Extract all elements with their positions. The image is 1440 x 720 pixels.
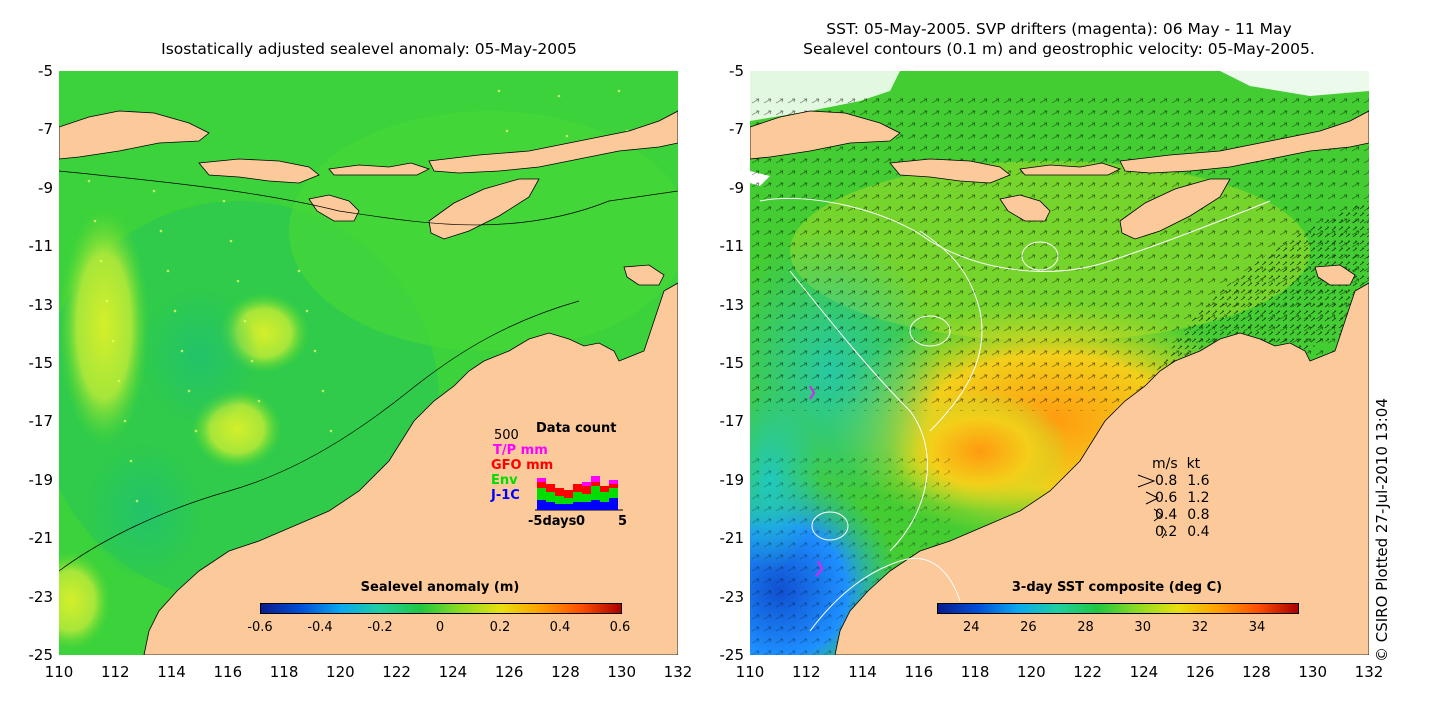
right-colorbar-tick: 24 — [963, 620, 980, 635]
right-lon-label: 112 — [791, 663, 821, 681]
left-lat-label: -21 — [28, 529, 54, 548]
right-colorbar — [937, 603, 1299, 614]
legend-gfo: GFO mm — [491, 458, 554, 473]
right-lon-label: 120 — [1017, 663, 1046, 681]
left-map-title: Isostatically adjusted sealevel anomaly:… — [161, 40, 577, 58]
right-lon-label: 114 — [848, 663, 877, 681]
left-lat-label: -19 — [28, 470, 54, 489]
left-lat-label: -11 — [28, 237, 54, 256]
data-count-x-start: -5days — [528, 514, 577, 529]
velocity-unit-ms: m/s — [1152, 456, 1178, 472]
left-lon-label: 112 — [100, 663, 130, 681]
data-count-histogram — [535, 470, 623, 512]
velocity-ms-value: 0.8 — [1155, 473, 1178, 489]
right-lat-label: -7 — [729, 120, 744, 139]
left-lon-label: 126 — [494, 663, 524, 681]
legend-env: Env — [491, 473, 518, 488]
left-lon-label: 116 — [213, 663, 243, 681]
left-lon-label: 128 — [551, 663, 580, 681]
legend-tp: T/P mm — [493, 443, 548, 458]
right-lat-label: -5 — [729, 62, 744, 80]
velocity-scale-arrow — [1137, 474, 1156, 488]
right-colorbar-tick: 30 — [1134, 620, 1151, 635]
velocity-unit-kt: kt — [1186, 456, 1201, 472]
velocity-scale-arrow — [1153, 508, 1163, 522]
right-map-title-line2: Sealevel contours (0.1 m) and geostrophi… — [803, 40, 1315, 58]
velocity-kt-value: 1.2 — [1187, 490, 1210, 506]
left-colorbar-tick: 0.6 — [609, 620, 631, 635]
data-count-max: 500 — [494, 428, 519, 443]
velocity-scale-arrow — [1145, 491, 1160, 505]
left-lon-label: 130 — [607, 663, 637, 681]
left-colorbar-tick: 0 — [435, 620, 445, 635]
sealevel-anomaly-map — [59, 71, 678, 655]
left-colorbar-tick: 0.4 — [549, 620, 571, 635]
right-lat-label: -15 — [719, 354, 745, 372]
right-colorbar-tick: 32 — [1191, 620, 1209, 635]
right-lon-label: 116 — [904, 663, 934, 681]
sst-velocity-map — [750, 71, 1369, 655]
data-count-x-end: 5 — [618, 514, 628, 529]
velocity-scale-arrow — [1161, 525, 1167, 539]
velocity-legend-row: 0.6 1.2 — [1155, 490, 1210, 507]
right-colorbar-tick: 26 — [1020, 620, 1037, 635]
left-lon-label: 122 — [382, 663, 411, 681]
left-lat-label: -9 — [38, 178, 53, 197]
right-lon-label: 132 — [1354, 663, 1384, 681]
velocity-kt-value: 0.8 — [1187, 507, 1210, 523]
right-lon-label: 124 — [1129, 663, 1159, 681]
left-lon-label: 132 — [663, 663, 693, 681]
velocity-legend-row: 0.8 1.6 — [1155, 473, 1210, 490]
left-lon-label: 120 — [326, 663, 355, 681]
velocity-legend-row: 0.4 0.8 — [1155, 507, 1210, 524]
legend-j1c: J-1C — [491, 488, 520, 503]
left-lat-label: -15 — [28, 354, 54, 372]
velocity-kt-value: 0.4 — [1187, 524, 1210, 540]
velocity-legend-row: 0.2 0.4 — [1155, 524, 1210, 541]
left-lon-label: 114 — [157, 663, 186, 681]
right-lon-label: 126 — [1185, 663, 1215, 681]
left-lon-label: 124 — [438, 663, 468, 681]
right-lat-label: -25 — [719, 646, 745, 664]
velocity-ms-value: 0.2 — [1155, 524, 1178, 540]
left-lat-label: -7 — [38, 120, 53, 139]
right-lon-label: 130 — [1298, 663, 1328, 681]
left-lat-label: -5 — [38, 62, 53, 80]
left-lat-label: -23 — [28, 587, 54, 606]
velocity-ms-value: 0.6 — [1155, 490, 1178, 506]
velocity-ms-value: 0.4 — [1155, 507, 1178, 523]
left-lon-label: 110 — [44, 663, 74, 681]
velocity-kt-value: 1.6 — [1187, 473, 1210, 489]
right-lon-label: 122 — [1073, 663, 1102, 681]
data-count-title: Data count — [536, 421, 617, 436]
right-lat-label: -9 — [729, 178, 744, 197]
left-colorbar-tick: 0.2 — [489, 620, 511, 635]
left-colorbar-tick: -0.2 — [367, 620, 393, 635]
left-colorbar-title: Sealevel anomaly (m) — [360, 580, 520, 595]
left-lat-label: -13 — [28, 295, 54, 314]
right-lat-label: -13 — [719, 295, 745, 314]
right-lon-label: 118 — [960, 663, 990, 681]
right-map-title-line1: SST: 05-May-2005. SVP drifters (magenta)… — [826, 20, 1292, 38]
left-colorbar-tick: -0.4 — [307, 620, 333, 635]
right-lat-label: -11 — [719, 237, 745, 256]
left-colorbar-tick: -0.6 — [247, 620, 273, 635]
right-lon-label: 110 — [735, 663, 765, 681]
data-count-x-mid: 0 — [576, 514, 586, 529]
velocity-legend-header: m/s kt — [1152, 456, 1200, 473]
left-lat-label: -17 — [28, 412, 54, 431]
right-colorbar-title: 3-day SST composite (deg C) — [1011, 580, 1223, 595]
right-lat-label: -19 — [719, 470, 745, 489]
right-lat-label: -17 — [719, 412, 745, 431]
credit-text: © CSIRO Plotted 27-Jul-2010 13:04 — [1373, 398, 1391, 662]
left-lat-label: -25 — [28, 646, 54, 664]
left-lon-label: 118 — [269, 663, 299, 681]
left-colorbar — [260, 603, 622, 614]
right-colorbar-tick: 28 — [1077, 620, 1094, 635]
right-lat-label: -21 — [719, 529, 745, 548]
right-lat-label: -23 — [719, 587, 745, 606]
right-colorbar-tick: 34 — [1248, 620, 1266, 635]
right-lon-label: 128 — [1242, 663, 1271, 681]
